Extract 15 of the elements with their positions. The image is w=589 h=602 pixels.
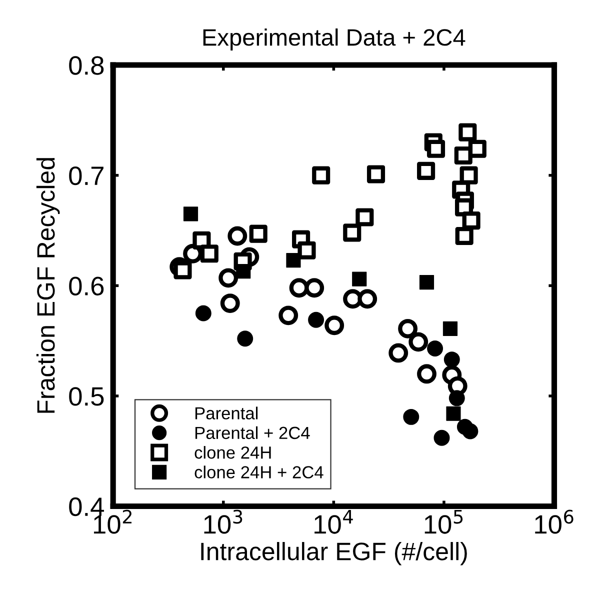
x-tick-label: 10$^{3}$ [204, 510, 242, 534]
legend-label: clone 24H [194, 446, 271, 459]
x-tick-label: 10$^{5}$ [424, 510, 463, 534]
x-tick-label: 10$^{6}$ [535, 510, 574, 534]
legend-label: clone 24H + 2C4 [194, 466, 324, 478]
legend-label: Parental + 2C4 [195, 426, 310, 440]
y-axis-title: Fraction EGF Recycled [36, 158, 60, 413]
y-tick-label: 0.8 [69, 56, 104, 75]
x-tick-label: 10$^{4}$ [314, 510, 353, 534]
y-tick-label: 0.7 [69, 166, 104, 186]
y-tick-label: 0.5 [69, 387, 104, 406]
x-axis-title: Intracellular EGF (#/cell) [201, 542, 467, 566]
chart-title: Experimental Data + 2C4 [203, 28, 466, 50]
legend-label: Parental [195, 406, 258, 420]
y-tick-label: 0.6 [69, 276, 104, 296]
